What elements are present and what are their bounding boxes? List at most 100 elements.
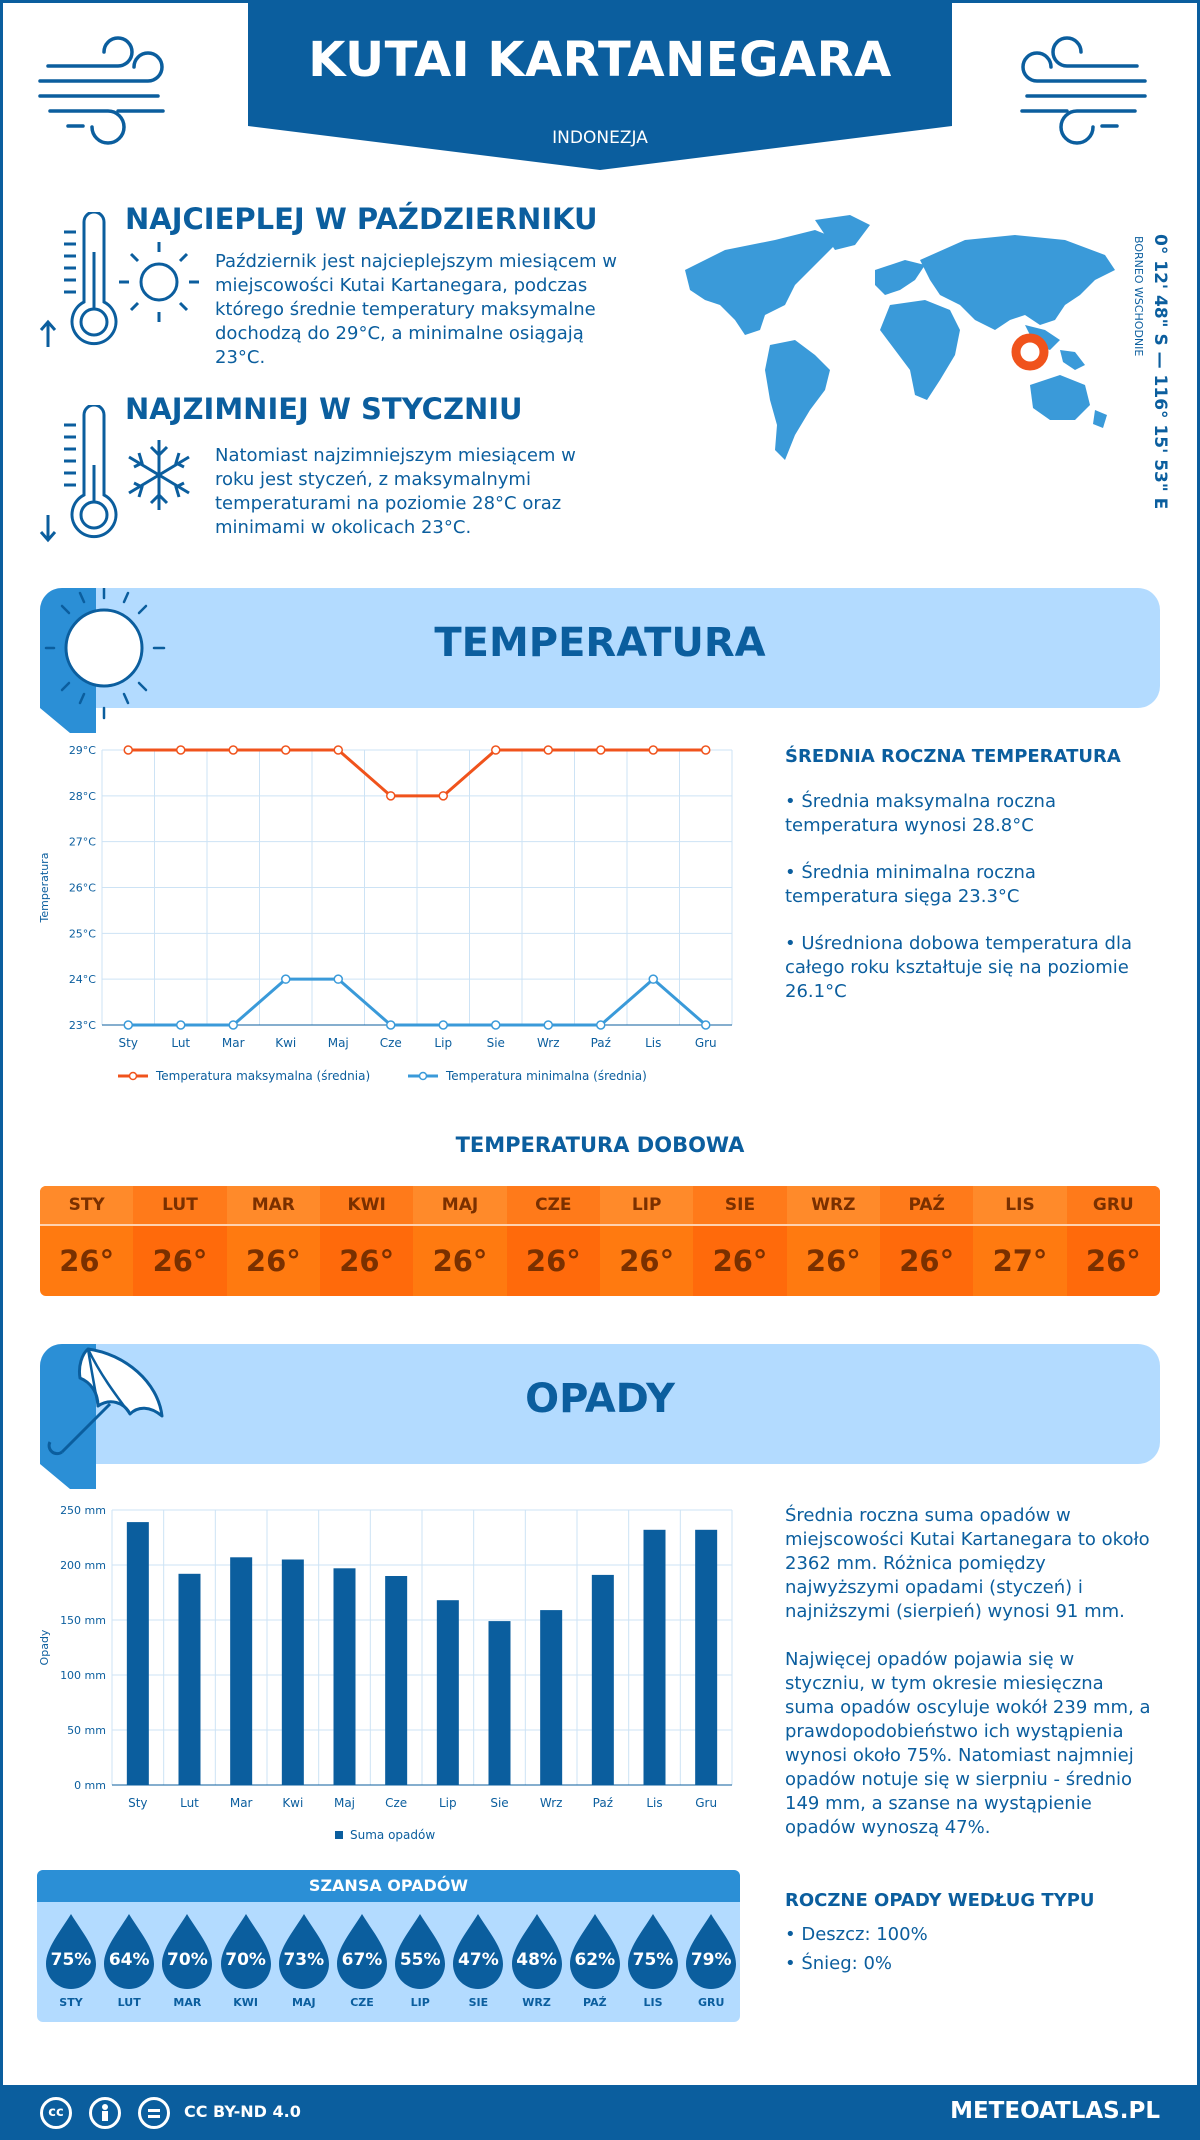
bar (591, 1574, 614, 1785)
x-tick-label: Lip (434, 1036, 452, 1050)
precip-chance-month: MAR (173, 1996, 202, 2009)
precip-type-title: ROCZNE OPADY WEDŁUG TYPU (785, 1890, 1095, 1911)
header-banner (248, 0, 952, 170)
bar (178, 1573, 201, 1785)
daily-temp-month: LIS (973, 1186, 1067, 1224)
precip-title: OPADY (525, 1376, 675, 1422)
precip-chance-drop: 47% SIE (449, 1912, 507, 2012)
bar (488, 1621, 511, 1785)
precip-chance-drop: 67% CZE (333, 1912, 391, 2012)
sun-icon (40, 586, 170, 737)
annual-temp-bullet: • Średnia maksymalna roczna temperatura … (785, 791, 1056, 836)
precip-chance-drop: 48% WRZ (508, 1912, 566, 2012)
x-tick-label: Paź (593, 1796, 613, 1810)
series-line (128, 977, 707, 1027)
coldest-title: NAJZIMNIEJ W STYCZNIU (125, 392, 523, 426)
y-tick-label: 250 mm (60, 1504, 106, 1517)
x-tick-label: Kwi (275, 1036, 296, 1050)
precip-chance-value: 55% (399, 1950, 441, 1970)
precip-chance-drop: 75% LIS (624, 1912, 682, 2012)
daily-temp-month: MAR (226, 1186, 320, 1224)
legend-marker (335, 1831, 343, 1839)
daily-temp-month: GRU (1066, 1186, 1160, 1224)
data-point (596, 1020, 606, 1030)
data-point (491, 745, 501, 755)
data-point (701, 745, 711, 755)
precip-chance-drop: 75% STY (42, 1912, 100, 2012)
cc-icon: cc (40, 2097, 72, 2129)
legend-marker (418, 1071, 428, 1081)
y-tick-label: 150 mm (60, 1614, 106, 1627)
precip-chance-drop: 70% MAR (158, 1912, 216, 2012)
data-point (596, 745, 606, 755)
x-tick-label: Mar (222, 1036, 245, 1050)
x-tick-label: Gru (695, 1796, 717, 1810)
precip-chance-month: SIE (468, 1996, 489, 2009)
data-point (701, 1020, 711, 1030)
x-tick-label: Lis (645, 1036, 661, 1050)
x-tick-label: Kwi (282, 1796, 303, 1810)
daily-temp-title: TEMPERATURA DOBOWA (455, 1133, 745, 1157)
y-tick-label: 200 mm (60, 1559, 106, 1572)
data-point (491, 1020, 501, 1030)
temperature-title: TEMPERATURA (434, 620, 766, 666)
daily-temp-month: CZE (506, 1186, 600, 1224)
x-tick-label: Sty (119, 1036, 138, 1050)
precip-chance-value: 47% (458, 1950, 499, 1970)
temperature-chart: 23°C 24°C 25°C 26°C 27°C 28°C 29°C Sty Lut Mar Kwi… (38, 744, 733, 1083)
table-divider (40, 1224, 1160, 1226)
bar (695, 1529, 718, 1785)
coordinates-value: 0° 12' 48" S — 116° 15' 53" E (1150, 234, 1170, 510)
data-point (543, 745, 553, 755)
country-label: INDONEZJA (552, 128, 648, 148)
daily-temp-column: GRU 26° (1066, 1186, 1160, 1296)
x-tick-label: Lut (180, 1796, 199, 1810)
precipitation-chart: 0 mm 50 mm 100 mm 150 mm 200 mm 250 mm Sty Lut M… (38, 1504, 733, 1842)
thermometer-up-icon (34, 210, 209, 356)
no-derivatives-icon (138, 2097, 170, 2129)
daily-temp-column: MAJ 26° (413, 1186, 507, 1296)
y-tick-label: 100 mm (60, 1669, 106, 1682)
precip-chance-drop: 70% KWI (217, 1912, 275, 2012)
precip-chance-month: KWI (233, 1996, 258, 2009)
x-tick-label: Maj (328, 1036, 349, 1050)
daily-temp-month: PAŹ (880, 1186, 974, 1224)
world-map (665, 210, 1125, 514)
legend-marker (128, 1071, 138, 1081)
precip-chance-value: 70% (225, 1950, 266, 1970)
precip-chance-panel: SZANSA OPADÓW 75% STY 64% LUT 70% MAR 70% KWI 73… (37, 1870, 740, 2022)
daily-temp-table: STY 26° LUT 26° MAR 26° KWI 26° MAJ 26° CZE 26° LIP 2… (40, 1186, 1160, 1296)
x-tick-label: Mar (230, 1796, 253, 1810)
x-tick-label: Sty (128, 1796, 147, 1810)
data-point (386, 1020, 396, 1030)
coldest-text: Natomiast najzimniejszym miesiącem w rok… (215, 445, 576, 538)
data-point (438, 1020, 448, 1030)
y-tick-label: 24°C (69, 973, 96, 986)
umbrella-icon (40, 1344, 170, 1493)
precip-chance-value: 62% (574, 1950, 616, 1970)
precip-chance-drop: 64% LUT (100, 1912, 158, 2012)
site-link[interactable]: METEOATLAS.PL (950, 2098, 1160, 2124)
x-tick-label: Cze (380, 1036, 402, 1050)
precip-chance-value: 79% (690, 1950, 732, 1970)
data-point (648, 974, 658, 984)
daily-temp-value: 26° (59, 1244, 115, 1278)
bar (126, 1522, 149, 1785)
daily-temp-month: LIP (600, 1186, 694, 1224)
daily-temp-value: 27° (992, 1244, 1048, 1278)
daily-temp-column: CZE 26° (506, 1186, 600, 1296)
data-point (123, 745, 133, 755)
bar (643, 1529, 666, 1785)
data-point (123, 1020, 133, 1030)
precip-chance-month: LIP (410, 1996, 430, 2009)
region-label: BORNEO WSCHODNIE (1132, 236, 1145, 357)
temperature-section-header (40, 588, 1160, 708)
wind-icon (1012, 26, 1147, 155)
precip-chance-drop: 55% LIP (391, 1912, 449, 2012)
y-tick-label: 27°C (69, 836, 96, 849)
precip-chance-month: STY (59, 1996, 83, 2009)
precip-section-header (40, 1344, 1160, 1464)
bar (436, 1600, 459, 1785)
y-tick-label: 29°C (69, 744, 96, 757)
daily-temp-column: PAŹ 26° (880, 1186, 974, 1296)
